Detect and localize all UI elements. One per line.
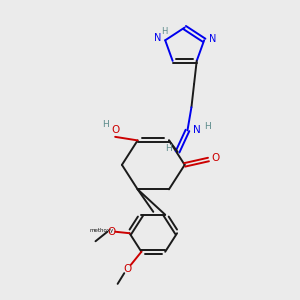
Text: H: H: [102, 120, 109, 129]
Text: O: O: [123, 264, 132, 274]
Text: O: O: [111, 125, 119, 135]
Text: H: H: [161, 28, 167, 37]
Text: N: N: [194, 124, 201, 134]
Text: H: H: [205, 122, 211, 131]
Text: N: N: [209, 34, 216, 44]
Text: O: O: [212, 153, 220, 163]
Text: methoxy: methoxy: [90, 228, 114, 233]
Text: N: N: [154, 33, 162, 43]
Text: O: O: [107, 227, 116, 237]
Text: H: H: [165, 144, 172, 153]
